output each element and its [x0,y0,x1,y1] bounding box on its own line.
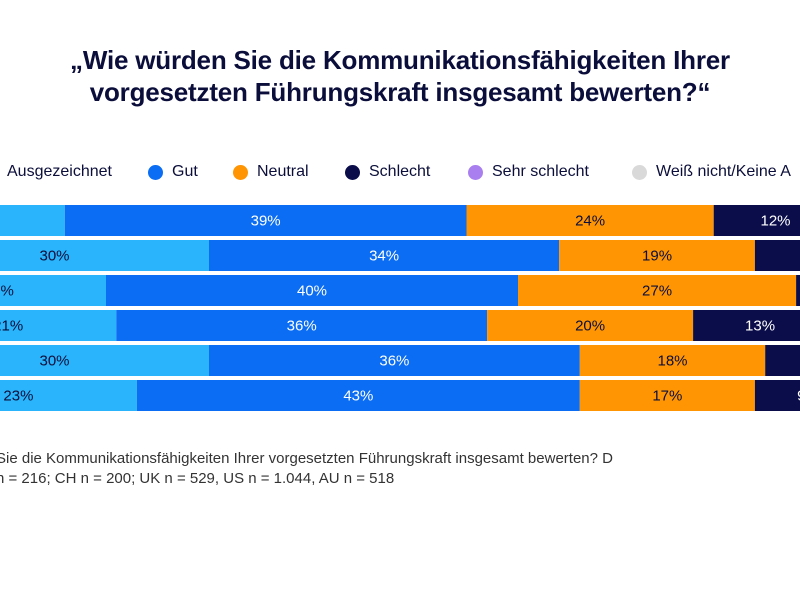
bar-segment [0,345,209,376]
bar-segment [209,345,580,376]
data-label: 9 [797,388,800,405]
bar-segment [754,240,800,271]
bar-segment [559,240,755,271]
bar-segment [0,380,137,411]
data-label: 30% [39,248,69,265]
legend-swatch [632,164,647,180]
data-label: 24% [575,213,605,230]
bar-segment [579,345,766,376]
bar-segment [579,380,755,411]
legend-item: Sehr schlecht [468,163,589,181]
data-label: 19% [642,248,672,265]
data-label: 23% [3,388,33,405]
bar-segment [106,275,518,306]
data-label: 0% [0,283,14,300]
bar-segment [0,310,117,341]
bar-segment [0,240,209,271]
chart-title-line1: „Wie würden Sie die Kommunikationsfähigk… [70,45,730,75]
chart-title: „Wie würden Sie die Kommunikationsfähigk… [0,44,800,108]
bar-segment [209,240,560,271]
legend-label: Neutral [257,163,309,180]
bar-segment [0,205,65,236]
bar-segment [136,380,580,411]
bar-segment [754,380,800,411]
legend-label: Schlecht [369,163,431,180]
data-label: 12% [760,213,790,230]
legend-label: Gut [172,163,198,180]
data-label: 36% [379,353,409,370]
bar-segment [693,310,800,341]
bar-segment [518,275,797,306]
data-label: 40% [297,283,327,300]
legend-swatch [345,164,360,180]
data-label: 13% [745,318,775,335]
legend-item: Schlecht [345,163,430,181]
legend-swatch [468,164,483,180]
footnote-line2: n = 216; CH n = 200; UK n = 529, US n = … [0,470,395,487]
bar-segment [796,275,800,306]
data-label: 30% [39,353,69,370]
bar-segment [116,310,488,341]
data-label: 20% [575,318,605,335]
legend-swatch [148,164,163,180]
legend-label: Ausgezeichnet [7,163,112,180]
bar-segment [713,205,800,236]
legend: Ausgezeichnet Gut Neutral Schlecht Sehr schl… [0,163,800,185]
footnote-line1: Sie die Kommunikationsfähigkeiten Ihrer … [0,450,613,467]
legend-label: Weiß nicht/Keine A [656,163,791,180]
footnote: Sie die Kommunikationsfähigkeiten Ihrer … [0,449,613,489]
legend-label: Sehr schlecht [492,163,589,180]
chart-title-line2: vorgesetzten Führungskraft insgesamt bew… [89,77,711,107]
legend-swatch [233,164,248,180]
bar-segment [0,275,106,306]
legend-item: Ausgezeichnet [0,163,112,181]
data-label: 43% [343,388,373,405]
legend-item: Gut [148,163,198,181]
legend-item: Weiß nicht/Keine A [632,163,791,181]
data-label: 17% [652,388,682,405]
bar-segment [64,205,467,236]
data-label: 21% [0,318,23,335]
legend-item: Neutral [233,163,309,181]
data-label: 36% [287,318,317,335]
data-label: 18% [657,353,687,370]
bar-segment [765,345,800,376]
bar-segment [466,205,714,236]
data-label: 34% [369,248,399,265]
data-label: 39% [251,213,281,230]
bar-segment [487,310,694,341]
data-label: 27% [642,283,672,300]
